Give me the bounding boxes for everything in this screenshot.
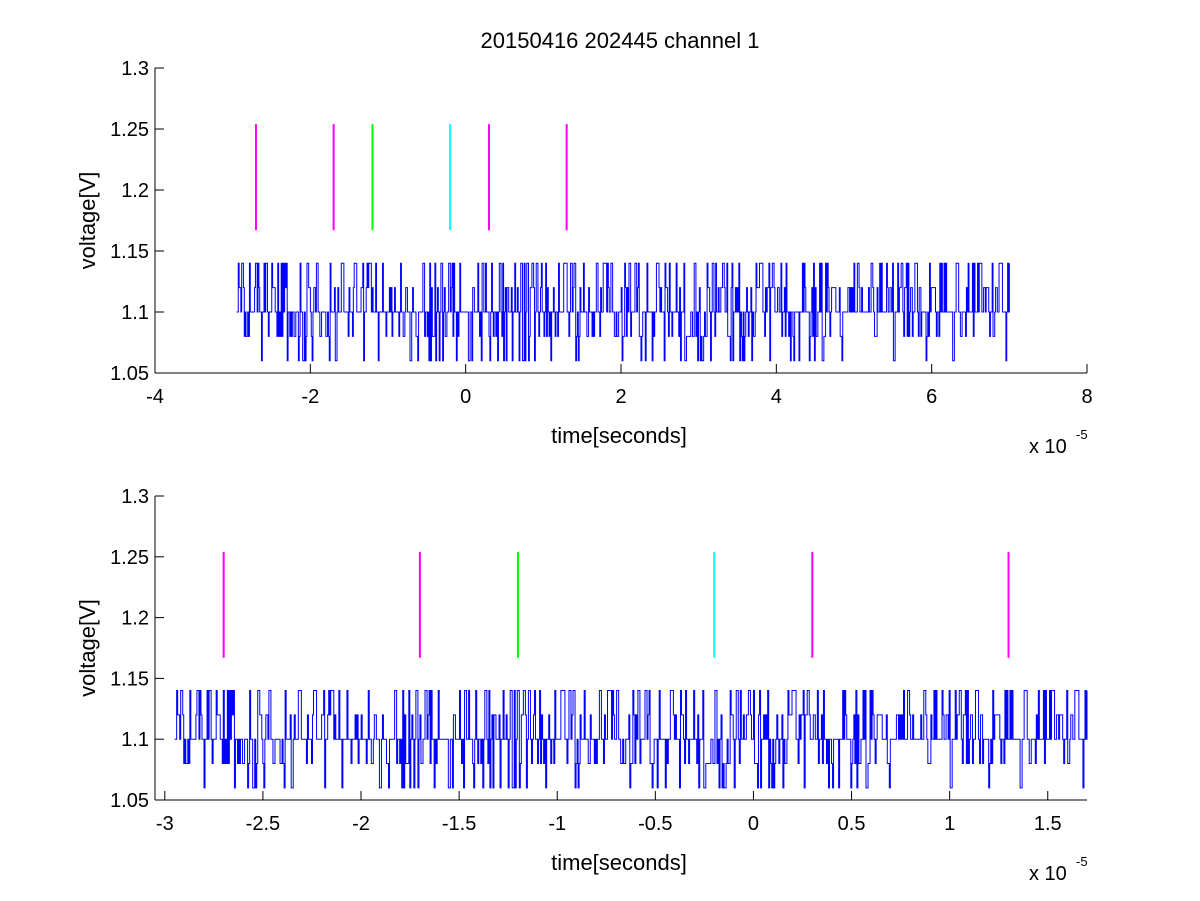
x-multiplier-label: x 10 (1029, 863, 1067, 885)
x-tick-label: 1.5 (1034, 813, 1062, 835)
y-tick-label: 1.05 (110, 790, 149, 812)
y-tick-label: 1.3 (121, 58, 149, 80)
signal-trace (174, 690, 1088, 789)
y-tick-label: 1.25 (110, 547, 149, 569)
y-tick-label: 1.15 (110, 241, 149, 263)
x-multiplier-exponent: -5 (1076, 427, 1088, 442)
top-axes: 1.05 1.1 1.15 1.2 1.25 1.3 -4 -2 0 2 4 6 8 time[secon… (75, 58, 1093, 458)
x-tick-label: -2 (301, 386, 319, 408)
y-tick-label: 1.3 (121, 486, 149, 508)
x-tick-label: -1 (548, 813, 566, 835)
x-tick-label: -2.5 (246, 813, 280, 835)
signal-trace (236, 262, 1010, 362)
x-tick-label: 0 (460, 386, 471, 408)
x-tick-label: -1.5 (442, 813, 476, 835)
x-multiplier-exponent: -5 (1076, 854, 1088, 869)
bottom-axes: 1.05 1.1 1.15 1.2 1.25 1.3 -3 -2.5 -2 -1.5 -1 -0.5 0… (75, 486, 1088, 885)
x-axis-label: time[seconds] (551, 423, 687, 448)
x-tick-label: 2 (615, 386, 626, 408)
y-tick-label: 1.1 (121, 729, 149, 751)
y-tick-label: 1.25 (110, 119, 149, 141)
x-tick-label: 4 (771, 386, 782, 408)
y-tick-label: 1.1 (121, 302, 149, 324)
y-axis-label: voltage[V] (75, 172, 100, 270)
x-tick-label: 6 (926, 386, 937, 408)
y-tick-label: 1.2 (121, 180, 149, 202)
y-tick-label: 1.05 (110, 363, 149, 385)
y-tick-label: 1.2 (121, 608, 149, 630)
x-tick-label: 1 (944, 813, 955, 835)
x-tick-label: -0.5 (638, 813, 672, 835)
x-tick-label: -4 (146, 386, 164, 408)
x-tick-label: 0 (748, 813, 759, 835)
x-tick-label: 0.5 (838, 813, 866, 835)
x-multiplier-label: x 10 (1029, 436, 1067, 458)
x-tick-label: 8 (1081, 386, 1092, 408)
y-tick-label: 1.15 (110, 668, 149, 690)
x-axis-label: time[seconds] (551, 850, 687, 875)
y-axis-label: voltage[V] (75, 599, 100, 697)
x-tick-label: -2 (352, 813, 370, 835)
x-tick-label: -3 (156, 813, 174, 835)
figure-title: 20150416 202445 channel 1 (481, 28, 760, 53)
